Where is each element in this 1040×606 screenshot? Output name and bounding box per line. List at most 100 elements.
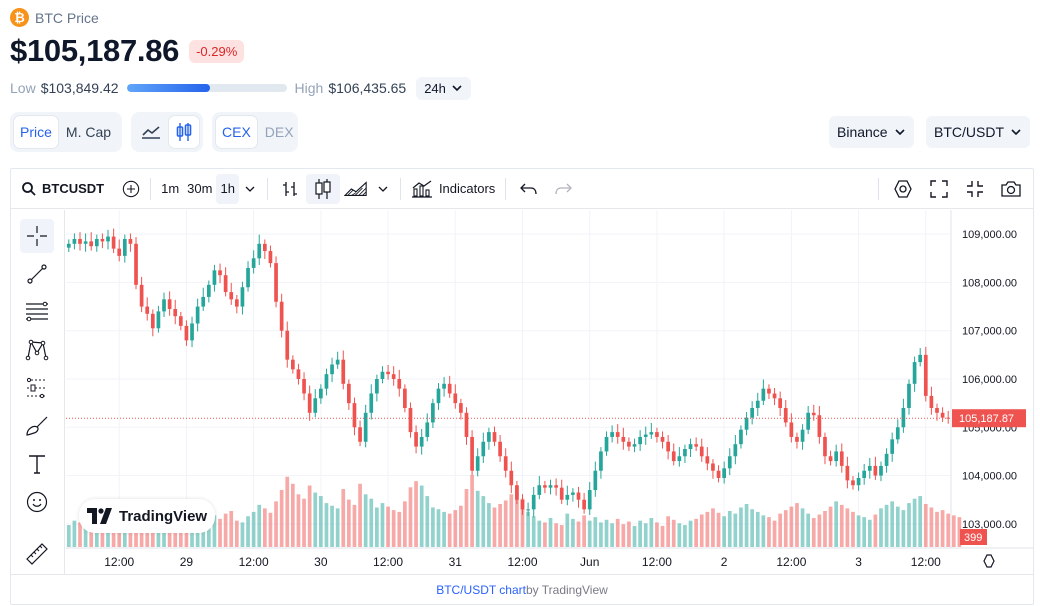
measure-tool[interactable] <box>20 537 54 571</box>
interval-dropdown[interactable] <box>239 174 261 204</box>
line-chart-button[interactable] <box>135 116 167 148</box>
volume-bar <box>772 520 777 547</box>
tab-market-cap[interactable]: M. Cap <box>65 124 112 140</box>
volume-bar <box>251 511 256 547</box>
pattern-icon <box>25 339 49 361</box>
settings-button[interactable] <box>885 174 921 204</box>
candle-body <box>83 241 88 244</box>
volume-label: 399 <box>964 532 982 544</box>
chart-style-dropdown[interactable] <box>372 174 394 204</box>
screenshot-button[interactable] <box>993 174 1029 204</box>
projection-icon <box>26 377 47 399</box>
volume-bar <box>307 485 312 547</box>
candle-body <box>128 238 133 244</box>
fib-tool[interactable] <box>20 295 54 329</box>
candle-body <box>711 463 715 471</box>
candle-body <box>929 395 934 408</box>
interval-30m[interactable]: 30m <box>187 181 213 196</box>
candle-body <box>262 243 267 252</box>
volume-bar <box>638 520 642 547</box>
candle-body <box>397 379 402 389</box>
candle-body <box>464 412 469 437</box>
candle-body <box>313 398 318 413</box>
volume-bar <box>503 500 508 547</box>
exchange-label: Binance <box>837 124 888 140</box>
volume-bar <box>487 503 491 547</box>
pattern-tool[interactable] <box>20 333 54 367</box>
bars-style-button[interactable] <box>274 174 306 204</box>
fullscreen-button[interactable] <box>921 174 957 204</box>
candle-body <box>610 432 614 437</box>
candle-body <box>761 388 766 401</box>
candle-body <box>739 429 743 445</box>
candle-body <box>319 388 323 399</box>
interval-1m[interactable]: 1m <box>161 181 180 196</box>
candle-body <box>178 316 183 326</box>
x-tick-label: 3 <box>855 555 862 569</box>
compare-symbol-button[interactable] <box>118 174 144 204</box>
volume-bar <box>739 507 743 547</box>
volume-bar <box>268 512 273 547</box>
chevron-down-icon <box>378 186 388 192</box>
candle-body <box>212 270 217 285</box>
axis-settings-icon[interactable] <box>983 554 995 568</box>
crosshair-tool[interactable] <box>20 219 54 253</box>
candle-body <box>873 465 878 476</box>
bar-chart-ohlc-icon <box>282 181 297 196</box>
brush-tool[interactable] <box>20 409 54 443</box>
volume-bar <box>106 519 110 547</box>
volume-bar <box>649 518 654 547</box>
candle-body <box>218 270 222 276</box>
tab-cex[interactable]: CEX <box>216 116 257 148</box>
redo-button[interactable] <box>546 174 580 204</box>
emoji-tool[interactable] <box>20 485 54 519</box>
text-tool[interactable] <box>20 447 54 481</box>
candle-body <box>492 432 497 442</box>
volume-bar <box>453 510 458 547</box>
volume-bar <box>330 505 334 547</box>
indicators-button[interactable]: Indicators <box>407 174 499 204</box>
price-chart[interactable]: 109,000.00 108,000.00 107,000.00 106,000.00… <box>66 210 1033 574</box>
tradingview-logo[interactable]: TradingView <box>79 499 216 533</box>
candle-body <box>481 441 486 457</box>
volume-bar <box>660 525 665 547</box>
volume-bar <box>302 498 306 547</box>
chart-source-link[interactable]: BTC/USDT chart <box>436 582 526 597</box>
volume-bar <box>951 515 956 547</box>
volume-bar <box>72 520 77 547</box>
volume-bar <box>789 506 794 547</box>
fullscreen-mode-button[interactable] <box>957 174 993 204</box>
projection-tool[interactable] <box>20 371 54 405</box>
area-style-button[interactable] <box>340 174 372 204</box>
candles-style-button[interactable] <box>305 173 340 204</box>
symbol-search-button[interactable]: BTCUSDT <box>17 174 108 204</box>
candle-body <box>509 470 514 486</box>
tab-price[interactable]: Price <box>14 116 58 148</box>
volume-bar <box>621 524 626 547</box>
undo-button[interactable] <box>512 174 546 204</box>
candle-body <box>677 456 682 462</box>
candle-body <box>324 374 329 389</box>
volume-bar <box>201 521 206 547</box>
candle-body <box>722 468 726 478</box>
fibonacci-icon <box>26 301 48 322</box>
volume-bar <box>319 496 323 547</box>
candle-chart-button[interactable] <box>169 116 199 148</box>
candle-body <box>879 465 883 476</box>
volume-bar <box>419 485 424 547</box>
exchange-dropdown[interactable]: Binance <box>829 116 914 148</box>
brush-icon <box>26 416 48 436</box>
tab-dex[interactable]: DEX <box>264 124 294 140</box>
smiley-icon <box>26 491 48 513</box>
trend-line-tool[interactable] <box>20 257 54 291</box>
current-price: $105,187.86 <box>10 33 180 68</box>
candle-body <box>638 436 642 445</box>
pair-dropdown[interactable]: BTC/USDT <box>926 116 1030 148</box>
volume-bar <box>470 475 474 547</box>
candle-body <box>783 407 788 423</box>
volume-bar <box>907 503 911 547</box>
candle-body <box>621 436 626 442</box>
interval-1h[interactable]: 1h <box>216 173 239 204</box>
search-icon <box>22 181 36 196</box>
period-dropdown[interactable]: 24h <box>416 76 471 100</box>
